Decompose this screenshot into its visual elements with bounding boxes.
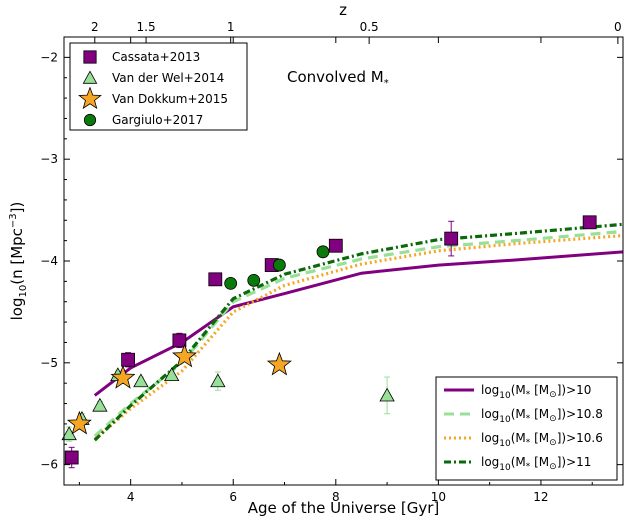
point-triangle-2-5 bbox=[133, 373, 149, 388]
y-tick-label: −4 bbox=[40, 254, 58, 268]
line-series-2 bbox=[93, 229, 624, 438]
x-axis-label: Age of the Universe [Gyr] bbox=[248, 499, 440, 517]
point-star-3-2 bbox=[110, 364, 136, 389]
top-x-tick-label: 1 bbox=[227, 20, 235, 34]
legend-points: Cassata+2013 Van der Wel+2014 Van Dokkum+2… bbox=[69, 42, 248, 131]
x-tick-label: 6 bbox=[229, 490, 237, 504]
x-tick-label: 12 bbox=[533, 490, 548, 504]
x-tick-label: 8 bbox=[332, 490, 340, 504]
point-triangle-2-6 bbox=[164, 367, 180, 382]
x-tick-label: 10 bbox=[431, 490, 446, 504]
point-star-3-3 bbox=[172, 343, 198, 368]
legend-points-box bbox=[69, 42, 248, 131]
legend-lines-box bbox=[435, 376, 618, 481]
legend-label: Van der Wel+2014 bbox=[112, 71, 224, 85]
top-x-tick-label: 1.5 bbox=[137, 20, 156, 34]
point-circle-4-4 bbox=[316, 245, 330, 259]
point-square-1-6 bbox=[328, 238, 343, 253]
legend-marker-square bbox=[83, 50, 97, 64]
legend-line-label: log10(M* [M⊙])>11 bbox=[481, 455, 591, 473]
point-square-1-4 bbox=[208, 272, 223, 287]
axis-ticks: 4 6 8 10 12 −2 −3 −4 −5 −6 2 1.5 1 0.5 0 bbox=[40, 20, 623, 504]
top-x-tick-label: 0 bbox=[614, 20, 622, 34]
legend-line-label: log10(M* [M⊙])>10.6 bbox=[481, 431, 603, 449]
point-star-3-1 bbox=[66, 410, 92, 435]
legend-label: Van Dokkum+2015 bbox=[112, 92, 228, 106]
legend-marker-star bbox=[78, 86, 102, 110]
top-x-tick-label: 2 bbox=[91, 20, 99, 34]
y-tick-label: −5 bbox=[40, 356, 58, 370]
point-square-1-3 bbox=[172, 333, 187, 348]
y-tick-label: −3 bbox=[40, 152, 58, 166]
legend-marker-circle bbox=[83, 113, 97, 127]
point-triangle-2-8 bbox=[379, 387, 395, 402]
line-series-4 bbox=[93, 222, 624, 442]
top-x-tick-label: 0.5 bbox=[360, 20, 379, 34]
point-triangle-2-7 bbox=[210, 373, 226, 388]
top-x-axis-label: z bbox=[339, 1, 347, 19]
point-square-1-1 bbox=[64, 450, 79, 465]
line-series-1 bbox=[93, 250, 624, 397]
plot-area bbox=[61, 215, 624, 469]
point-circle-4-1 bbox=[224, 276, 238, 290]
y-tick-label: −2 bbox=[40, 50, 58, 64]
y-axis-label: log10(n [Mpc−3]) bbox=[8, 202, 29, 321]
convolved-annotation: Convolved M* bbox=[287, 68, 389, 89]
y-tick-label: −6 bbox=[40, 458, 58, 472]
point-star-3-4 bbox=[266, 351, 292, 376]
line-series-3 bbox=[93, 233, 624, 441]
point-square-1-2 bbox=[121, 352, 136, 367]
point-square-1-8 bbox=[582, 215, 597, 230]
point-circle-4-3 bbox=[272, 258, 286, 272]
legend-line-label: log10(M* [M⊙])>10.8 bbox=[481, 407, 603, 425]
legend-label: Gargiulo+2017 bbox=[112, 113, 203, 127]
legend-marker-triangle bbox=[82, 70, 98, 84]
point-circle-4-2 bbox=[247, 273, 261, 287]
x-tick-label: 4 bbox=[127, 490, 135, 504]
legend-line-label: log10(M* [M⊙])>10 bbox=[481, 383, 591, 401]
point-square-1-7 bbox=[444, 231, 459, 246]
legend-lines: log10(M* [M⊙])>10 log10(M* [M⊙])>10.8 log1… bbox=[435, 376, 618, 481]
legend-label: Cassata+2013 bbox=[112, 50, 200, 64]
point-triangle-2-3 bbox=[92, 397, 108, 412]
